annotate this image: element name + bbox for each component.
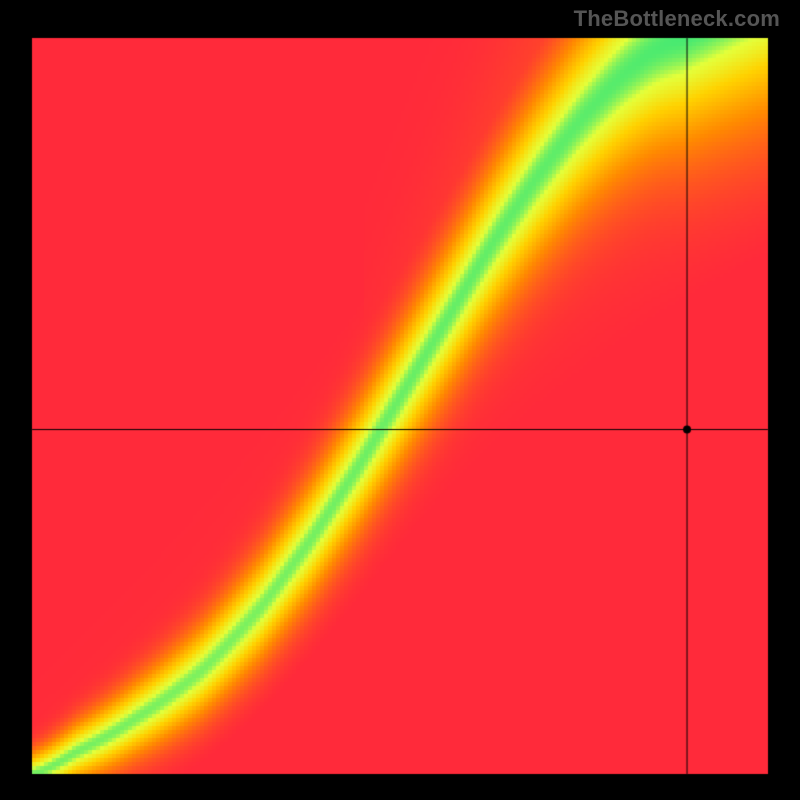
- watermark-text: TheBottleneck.com: [574, 6, 780, 32]
- chart-stage: TheBottleneck.com: [0, 0, 800, 800]
- crosshair-overlay: [0, 0, 800, 800]
